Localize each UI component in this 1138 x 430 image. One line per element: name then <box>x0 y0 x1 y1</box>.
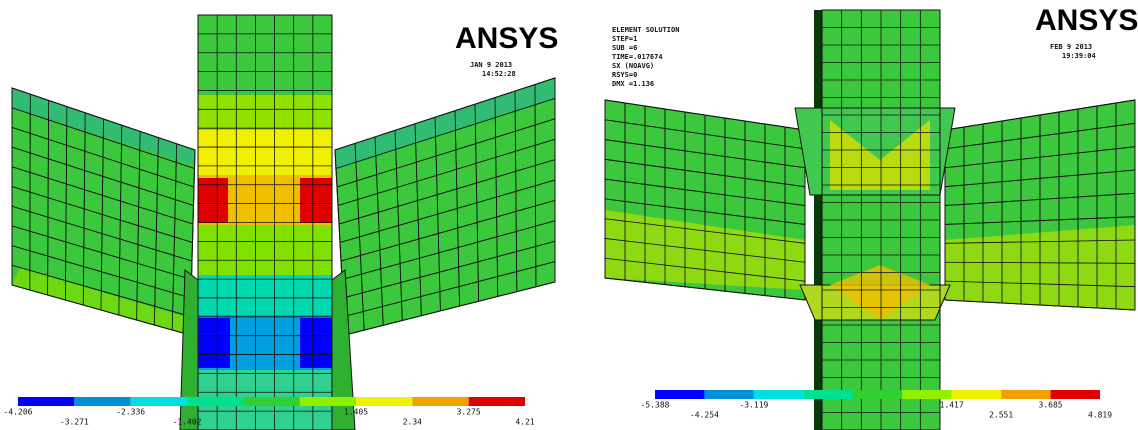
legend-label: 3.275 <box>457 408 481 417</box>
legend-swatch <box>1051 390 1100 399</box>
solution-info: TIME=.017674 <box>612 53 663 61</box>
solution-info: SUB =6 <box>612 44 637 52</box>
contour-band <box>198 95 332 135</box>
legend-swatch <box>1001 390 1050 399</box>
legend-swatch <box>469 397 525 406</box>
logo: ANSYS <box>455 22 558 55</box>
fea-screenshot: ANSYS JAN 9 201314:52:28 -4.206 -2.336 1.405… <box>0 0 1138 430</box>
legend-swatch <box>853 390 902 399</box>
legend-label: -3.271 <box>60 418 89 427</box>
solution-info: STEP=1 <box>612 35 637 43</box>
date: JAN 9 2013 <box>470 61 512 69</box>
legend-swatch <box>655 390 704 399</box>
legend-swatch <box>754 390 803 399</box>
legend-swatch <box>412 397 468 406</box>
legend-swatch <box>803 390 852 399</box>
solution-info: ELEMENT SOLUTION <box>612 26 679 34</box>
legend-label: -1.402 <box>173 418 202 427</box>
legend-label: -5.388 <box>641 401 670 410</box>
legend-label: 1.405 <box>344 408 368 417</box>
legend-label: -3.119 <box>739 401 768 410</box>
contour-band <box>198 275 332 315</box>
contour-band <box>198 130 332 180</box>
legend-swatch <box>704 390 753 399</box>
solution-info: SX (NOAVG) <box>612 62 654 70</box>
legend-swatch <box>300 397 356 406</box>
time: 14:52:28 <box>482 70 516 78</box>
solution-info: RSYS=0 <box>612 71 637 79</box>
legend-swatch <box>952 390 1001 399</box>
legend-swatch <box>74 397 130 406</box>
legend-label: 1.417 <box>940 401 964 410</box>
legend-swatch <box>18 397 74 406</box>
contour-band <box>198 225 332 275</box>
solution-info: DMX =1.136 <box>612 80 654 88</box>
legend-label: 4.819 <box>1088 411 1112 420</box>
legend-label: 2.551 <box>989 411 1013 420</box>
legend-label: 2.34 <box>403 418 422 427</box>
column-edge <box>814 10 822 430</box>
legend-swatch <box>187 397 243 406</box>
legend-label: 3.685 <box>1039 401 1063 410</box>
legend-swatch <box>902 390 951 399</box>
legend-label: 4.21 <box>515 418 534 427</box>
legend-label: -4.206 <box>4 408 33 417</box>
legend-label: -2.336 <box>116 408 145 417</box>
legend-swatch <box>356 397 412 406</box>
contour-band <box>300 318 332 368</box>
time: 19:39:04 <box>1062 52 1096 60</box>
contour-band <box>198 318 230 368</box>
date: FEB 9 2013 <box>1050 43 1092 51</box>
logo: ANSYS <box>1035 4 1138 37</box>
legend-swatch <box>131 397 187 406</box>
legend-label: -4.254 <box>690 411 719 420</box>
legend-swatch <box>243 397 299 406</box>
